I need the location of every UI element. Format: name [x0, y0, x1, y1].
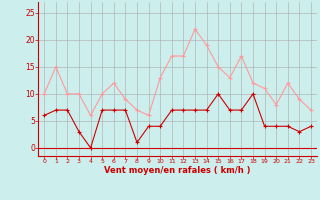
X-axis label: Vent moyen/en rafales ( km/h ): Vent moyen/en rafales ( km/h ) — [104, 166, 251, 175]
